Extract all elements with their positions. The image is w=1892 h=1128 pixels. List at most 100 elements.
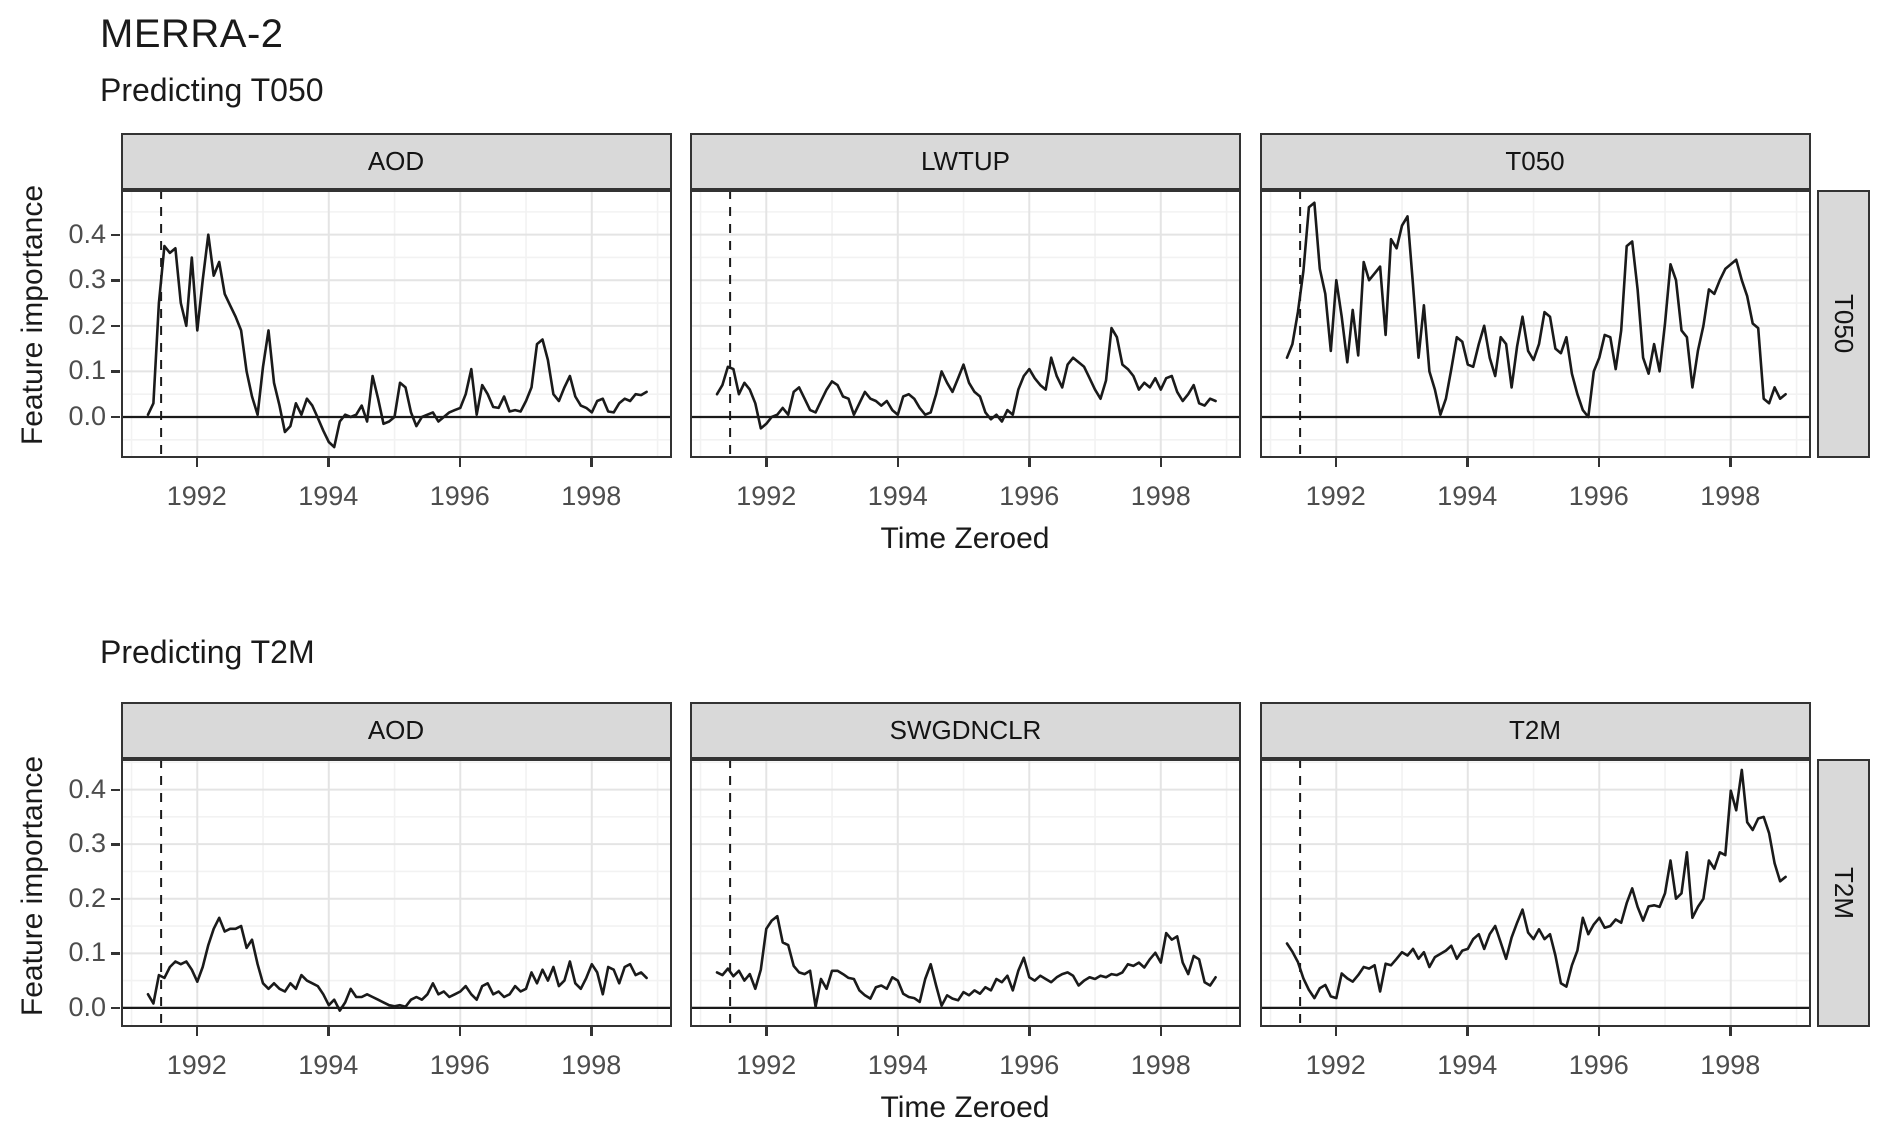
x-tick-mark [458, 458, 462, 467]
x-tick-mark [195, 458, 199, 467]
panel-plot-LWTUP [690, 190, 1241, 458]
panel [1259, 190, 1811, 458]
x-tick-label: 1996 [429, 1050, 490, 1080]
x-tick-label: 1998 [561, 481, 622, 511]
x-tick-mark [1466, 458, 1469, 467]
panel [120, 759, 672, 1027]
x-tick-mark [765, 458, 768, 467]
x-tick-mark [896, 458, 900, 467]
x-tick-label: 1994 [1437, 1050, 1498, 1080]
x-tick-label: 1996 [999, 481, 1060, 511]
x-tick-mark [458, 1027, 462, 1036]
y-tick-mark [111, 788, 120, 791]
x-tick-label: 1994 [298, 481, 359, 511]
x-tick-mark [1159, 458, 1163, 467]
series-line-SWGDNCLR [715, 914, 1217, 1009]
x-tick-mark [1729, 1027, 1732, 1036]
facet-strip-label: AOD [367, 715, 425, 745]
x-tick-mark [590, 1027, 593, 1036]
y-tick-mark [111, 279, 120, 282]
x-tick-label: 1992 [736, 481, 797, 511]
x-axis-title: Time Zeroed [880, 522, 1050, 555]
facet-strip: T2M [1259, 702, 1811, 759]
x-tick-mark [1466, 1027, 1469, 1036]
right-facet-strip-label: T2M [1829, 867, 1859, 919]
series-line-AOD [146, 233, 648, 449]
x-tick-mark [1028, 1027, 1031, 1036]
y-tick-label: 0.2 [68, 309, 106, 340]
y-tick-mark [111, 324, 120, 328]
y-tick-label: 0.1 [68, 355, 106, 386]
panel [690, 759, 1241, 1027]
y-tick-label: 0.4 [68, 773, 106, 804]
x-tick-mark [1159, 1027, 1163, 1036]
x-tick-label: 1992 [1305, 1050, 1366, 1080]
y-tick-mark [111, 233, 120, 237]
figure-title: MERRA-2 [100, 12, 284, 56]
y-tick-mark [111, 897, 120, 901]
y-tick-mark [111, 415, 120, 419]
x-tick-mark [327, 1027, 330, 1036]
x-tick-mark [1597, 1027, 1601, 1036]
x-tick-label: 1994 [867, 1050, 928, 1080]
y-tick-mark [111, 370, 120, 373]
panel-plot-AOD [120, 190, 672, 458]
series-line-LWTUP [715, 326, 1217, 430]
x-tick-mark [195, 1027, 199, 1036]
x-tick-mark [327, 458, 330, 467]
panel-plot-T050 [1259, 190, 1811, 458]
x-tick-mark [1334, 1027, 1338, 1036]
right-facet-strip: T2M [1817, 759, 1870, 1027]
x-tick-mark [1729, 458, 1732, 467]
facet-strip: T050 [1259, 133, 1811, 190]
x-tick-label: 1998 [1700, 481, 1761, 511]
facet-strip: AOD [120, 133, 672, 190]
facet-strip: AOD [120, 702, 672, 759]
x-axis-title: Time Zeroed [880, 1091, 1050, 1124]
panel [120, 190, 672, 458]
facet-strip-label: LWTUP [920, 146, 1011, 176]
y-tick-label: 0.0 [68, 991, 106, 1022]
facet-strip-label: T2M [1509, 715, 1561, 745]
y-tick-label: 0.0 [68, 400, 106, 431]
panel-plot-T2M [1259, 759, 1811, 1027]
plot-subtitle: Predicting T2M [100, 634, 315, 670]
y-tick-label: 0.1 [68, 937, 106, 968]
x-tick-label: 1992 [1305, 481, 1366, 511]
facet-strip-label: T050 [1505, 146, 1565, 176]
x-tick-label: 1992 [736, 1050, 797, 1080]
x-tick-mark [896, 1027, 900, 1036]
x-tick-mark [1028, 458, 1031, 467]
x-tick-label: 1994 [867, 481, 928, 511]
x-tick-mark [1597, 458, 1601, 467]
series-line-T2M [1285, 768, 1787, 1000]
x-tick-mark [1334, 458, 1338, 467]
y-tick-mark [111, 952, 120, 955]
x-tick-label: 1996 [1568, 481, 1629, 511]
x-tick-label: 1998 [1130, 1050, 1191, 1080]
facet-strip: SWGDNCLR [690, 702, 1241, 759]
panel [1259, 759, 1811, 1027]
x-tick-label: 1998 [1700, 1050, 1761, 1080]
facet-strip: LWTUP [690, 133, 1241, 190]
x-tick-label: 1996 [999, 1050, 1060, 1080]
panel [690, 190, 1241, 458]
y-tick-label: 0.3 [68, 264, 106, 295]
y-tick-mark [111, 843, 120, 846]
series-line-T050 [1285, 201, 1787, 419]
x-tick-label: 1992 [166, 1050, 227, 1080]
y-tick-label: 0.4 [68, 218, 106, 249]
y-tick-label: 0.2 [68, 882, 106, 913]
x-tick-label: 1998 [1130, 481, 1191, 511]
facet-strip-label: AOD [367, 146, 425, 176]
x-tick-mark [590, 458, 593, 467]
x-tick-label: 1996 [429, 481, 490, 511]
series-line-AOD [146, 916, 648, 1012]
right-facet-strip-label: T050 [1829, 294, 1859, 354]
x-tick-label: 1998 [561, 1050, 622, 1080]
facet-strip-label: SWGDNCLR [889, 715, 1042, 745]
x-tick-label: 1994 [1437, 481, 1498, 511]
panel-plot-AOD [120, 759, 672, 1027]
right-facet-strip: T050 [1817, 190, 1870, 458]
